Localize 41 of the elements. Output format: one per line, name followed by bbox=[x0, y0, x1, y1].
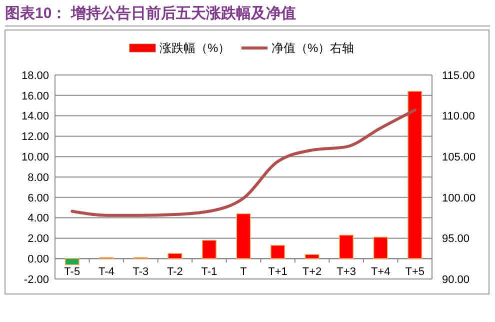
x-tick-label: T-5 bbox=[64, 266, 80, 278]
legend-label: 净值（%）右轴 bbox=[272, 41, 354, 56]
x-tick-label: T+3 bbox=[336, 266, 356, 278]
y2-tick-label: 110.00 bbox=[442, 110, 475, 123]
y-tick-label: 0.00 bbox=[28, 253, 49, 266]
bar bbox=[304, 254, 320, 259]
bar bbox=[339, 234, 354, 259]
line-series bbox=[70, 108, 416, 217]
y-tick-label: 10.00 bbox=[21, 151, 49, 164]
bar bbox=[64, 258, 80, 266]
y2-tick-label: 90.00 bbox=[442, 274, 470, 286]
y2-tick-label: 100.00 bbox=[442, 192, 476, 204]
x-tick-label: T+2 bbox=[302, 266, 322, 278]
y-tick-label: 6.00 bbox=[28, 192, 49, 204]
legend-label: 涨跌幅（%） bbox=[160, 41, 230, 56]
bar bbox=[168, 253, 182, 259]
x-tick-label: T-3 bbox=[132, 266, 149, 278]
bar bbox=[202, 240, 216, 259]
y-tick-label: 14.00 bbox=[21, 110, 49, 123]
x-tick-label: T-2 bbox=[167, 266, 183, 278]
x-tick-label: T bbox=[240, 266, 248, 278]
title: 图表10： 增持公告日前后五天涨跌幅及净值 bbox=[5, 5, 296, 22]
y-tick-label: 2.00 bbox=[28, 233, 49, 246]
bar bbox=[408, 90, 422, 259]
y2-tick-label: 95.00 bbox=[442, 233, 470, 246]
bar bbox=[373, 236, 388, 259]
x-tick-label: T-1 bbox=[201, 266, 218, 278]
x-tick-label: T-4 bbox=[98, 266, 114, 278]
y-tick-label: 4.00 bbox=[28, 212, 49, 225]
x-tick-label: T+4 bbox=[370, 266, 390, 278]
y2-tick-label: 105.00 bbox=[442, 151, 476, 164]
y2-tick-label: 115.00 bbox=[442, 70, 475, 82]
x-tick-label: T+1 bbox=[268, 266, 288, 278]
y-tick-label: 12.00 bbox=[21, 131, 49, 144]
bar bbox=[270, 244, 286, 259]
x-tick-label: T+5 bbox=[405, 266, 424, 278]
bar bbox=[236, 213, 251, 259]
y-tick-label: 18.00 bbox=[21, 70, 49, 82]
y-tick-label: -2.00 bbox=[24, 274, 49, 286]
y-tick-label: 8.00 bbox=[28, 172, 49, 184]
y-tick-label: 16.00 bbox=[21, 90, 49, 102]
